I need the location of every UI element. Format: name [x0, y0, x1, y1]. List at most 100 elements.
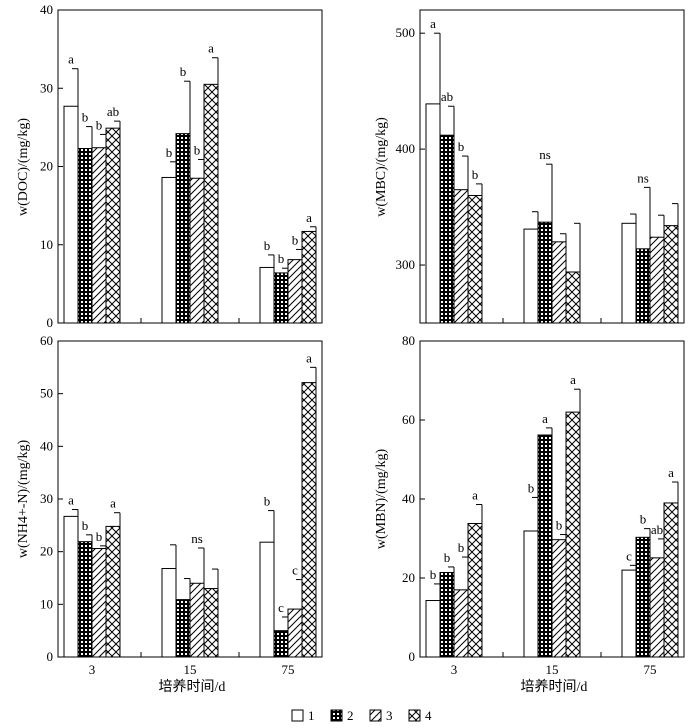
significance-label: a — [430, 16, 436, 31]
x-tick-label: 15 — [546, 662, 559, 677]
bar — [439, 134, 455, 324]
y-axis-label: w(DOC)/(mg/kg) — [16, 118, 31, 216]
legend: 1 2 3 4 — [291, 708, 432, 723]
bar — [551, 241, 567, 324]
y-tick-label: 30 — [40, 491, 53, 506]
significance-label: b — [194, 142, 201, 157]
x-tick-label: 75 — [282, 662, 295, 677]
bar — [273, 630, 289, 658]
y-tick-label: 300 — [396, 257, 416, 272]
bar — [273, 272, 289, 324]
significance-label: a — [306, 350, 312, 365]
y-axis-label: w(MBC)/(mg/kg) — [374, 117, 389, 217]
bar — [259, 541, 275, 658]
significance-label: ns — [637, 170, 649, 185]
significance-label: b — [82, 110, 89, 125]
significance-label: b — [278, 251, 285, 266]
significance-label: a — [208, 41, 214, 56]
bar — [439, 571, 455, 658]
bar — [523, 530, 539, 658]
significance-label: b — [472, 167, 479, 182]
bar — [63, 515, 79, 658]
significance-label: a — [570, 372, 576, 387]
bar — [537, 434, 553, 658]
bar — [425, 103, 441, 324]
significance-label: ns — [191, 531, 203, 546]
y-tick-label: 50 — [40, 386, 53, 401]
significance-label: b — [458, 540, 465, 555]
bar — [77, 541, 93, 658]
y-tick-label: 20 — [40, 159, 53, 174]
bar — [105, 525, 121, 658]
panel-nh4n: w(NH4+-N)/(mg/kg) 培养时间/d 0 10 20 30 40 50 60 3 1… — [16, 333, 323, 695]
bar — [425, 600, 441, 658]
significance-label: b — [264, 238, 271, 253]
x-axis-label: 培养时间/d — [159, 679, 226, 695]
y-tick-label: 60 — [402, 412, 415, 427]
y-tick-label: 0 — [47, 649, 54, 664]
legend-label-3: 3 — [386, 708, 393, 723]
significance-label: c — [626, 548, 632, 563]
significance-label: b — [180, 64, 187, 79]
y-tick-label: 500 — [396, 25, 416, 40]
y-tick-label: 10 — [40, 596, 53, 611]
bar — [203, 588, 219, 658]
significance-label: a — [668, 465, 674, 480]
bar — [189, 582, 205, 658]
significance-label: b — [458, 139, 465, 154]
x-axis-label: 培养时间/d — [521, 679, 588, 695]
bar — [649, 236, 665, 324]
significance-label: b — [292, 232, 299, 247]
x-tick-label: 15 — [184, 662, 197, 677]
bar — [663, 502, 679, 658]
bar — [565, 271, 581, 324]
bar — [287, 608, 303, 658]
significance-label: b — [640, 512, 647, 527]
bar — [161, 176, 177, 324]
y-tick-label: 40 — [40, 438, 53, 453]
significance-label: ns — [539, 147, 551, 162]
y-tick-label: 0 — [47, 315, 54, 330]
significance-label: b — [528, 480, 535, 495]
bar — [63, 105, 79, 324]
significance-label: b — [444, 550, 451, 565]
bar — [287, 259, 303, 324]
y-tick-label: 60 — [40, 333, 53, 348]
significance-label: b — [556, 518, 563, 533]
bar — [91, 548, 107, 658]
bar — [467, 194, 483, 324]
y-tick-label: 80 — [402, 333, 415, 348]
significance-label: b — [96, 529, 103, 544]
bar — [259, 266, 275, 324]
bar — [453, 589, 469, 658]
legend-label-2: 2 — [347, 708, 354, 723]
y-tick-label: 30 — [40, 80, 53, 95]
significance-label: ab — [441, 89, 453, 104]
legend-label-4: 4 — [425, 708, 432, 723]
y-tick-label: 20 — [40, 544, 53, 559]
bar — [203, 83, 219, 324]
x-tick-label: 3 — [451, 662, 458, 677]
y-tick-label: 40 — [402, 491, 415, 506]
y-tick-label: 20 — [402, 570, 415, 585]
significance-label: a — [110, 496, 116, 511]
significance-label: a — [68, 52, 74, 67]
significance-label: b — [166, 145, 173, 160]
bar — [161, 568, 177, 658]
bar — [621, 222, 637, 324]
bar — [467, 522, 483, 658]
bar — [621, 569, 637, 658]
significance-label: a — [306, 210, 312, 225]
significance-label: a — [472, 488, 478, 503]
y-tick-label: 10 — [40, 237, 53, 252]
bar — [649, 557, 665, 658]
bar — [301, 382, 317, 658]
significance-label: ab — [651, 522, 663, 537]
bar — [523, 228, 539, 324]
legend-swatch-2 — [330, 709, 343, 722]
bar — [551, 539, 567, 658]
significance-label: b — [82, 518, 89, 533]
bar — [453, 189, 469, 324]
